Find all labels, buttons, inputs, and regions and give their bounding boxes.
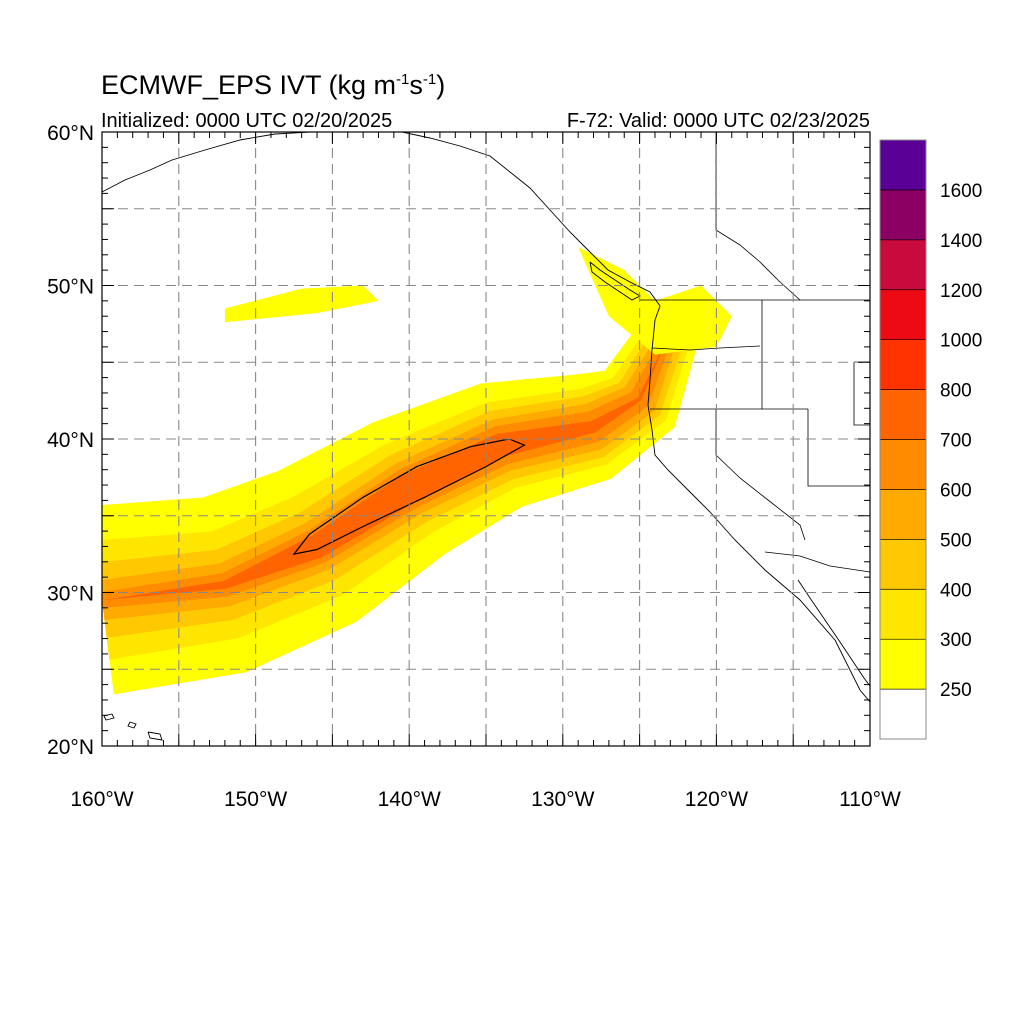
colorbar-swatch xyxy=(879,239,927,291)
alaska-coast xyxy=(102,132,311,193)
north-america-coastline xyxy=(401,132,870,703)
colorbar-swatch xyxy=(879,538,927,590)
colorbar-label: 300 xyxy=(940,630,972,651)
nv-ut-border xyxy=(807,409,870,487)
colorbar-swatch xyxy=(879,688,927,740)
initialized-label: Initialized: 0000 UTC 02/20/2025 xyxy=(101,110,393,132)
coastlines xyxy=(102,132,870,741)
colorbar-swatch xyxy=(879,189,927,241)
colorbar-label: 600 xyxy=(940,480,972,501)
vancouver-island xyxy=(589,261,641,301)
colorbar-swatch xyxy=(879,489,927,540)
colorbar-label: 400 xyxy=(940,580,972,601)
colorbar-label: 1000 xyxy=(940,331,982,352)
colorbar-label: 1400 xyxy=(940,231,982,252)
mexico-border xyxy=(764,551,870,573)
lon-label: 150°W xyxy=(224,788,287,811)
latitude-labels: 20°N 30°N 40°N 50°N 60°N xyxy=(47,122,94,759)
map-title: ECMWF_EPS IVT (kg m-1s-1) xyxy=(101,70,446,100)
lat-lon-grid xyxy=(102,132,870,746)
colorbar-label: 500 xyxy=(940,530,972,551)
hawaii-islands-2 xyxy=(127,721,137,729)
bc-border xyxy=(715,132,801,301)
ivt-shading xyxy=(102,247,732,695)
axis-ticks xyxy=(101,131,871,747)
lat-label: 40°N xyxy=(47,429,94,452)
valid-time-label: F-72: Valid: 0000 UTC 02/23/2025 xyxy=(566,110,870,132)
colorbar-swatch xyxy=(879,638,927,690)
longitude-labels: 160°W 150°W 140°W 130°W 120°W 110°W xyxy=(70,788,901,811)
colorbar-swatch xyxy=(879,339,927,390)
state-borders xyxy=(651,345,761,351)
lat-label: 30°N xyxy=(47,583,94,606)
colorbar-swatch xyxy=(879,139,927,191)
colorbar-label: 1600 xyxy=(940,181,982,202)
ivt-core-contour xyxy=(292,438,526,556)
lon-label: 120°W xyxy=(685,788,748,811)
hawaii-islands xyxy=(103,713,115,721)
lon-label: 110°W xyxy=(839,788,901,811)
baja-coast xyxy=(797,579,870,687)
wy-border xyxy=(853,361,870,426)
hawaii-islands-3 xyxy=(147,731,163,741)
colorbar-swatch xyxy=(879,389,927,440)
ivt-plume-north xyxy=(224,285,379,323)
lat-label: 20°N xyxy=(47,736,94,759)
colorbar-label: 700 xyxy=(940,431,972,452)
colorbar-swatch xyxy=(879,588,927,640)
colorbar-swatch xyxy=(879,439,927,490)
colorbar-frame xyxy=(879,139,927,740)
ivt-band-500 xyxy=(102,327,679,620)
ivt-coastal-patch xyxy=(578,247,732,355)
lon-label: 160°W xyxy=(70,788,133,811)
ca-nv-border xyxy=(715,409,806,541)
lat-label: 50°N xyxy=(47,276,94,299)
colorbar-swatch xyxy=(879,289,927,340)
colorbar-label: 800 xyxy=(940,381,972,402)
colorbar-label: 1200 xyxy=(940,281,982,302)
lon-label: 130°W xyxy=(531,788,594,811)
colorbar: 250 300 400 500 600 700 800 1000 1200 1400 1600 xyxy=(879,139,982,740)
lon-label: 140°W xyxy=(378,788,441,811)
colorbar-label: 250 xyxy=(940,680,972,701)
lat-label: 60°N xyxy=(47,122,94,145)
